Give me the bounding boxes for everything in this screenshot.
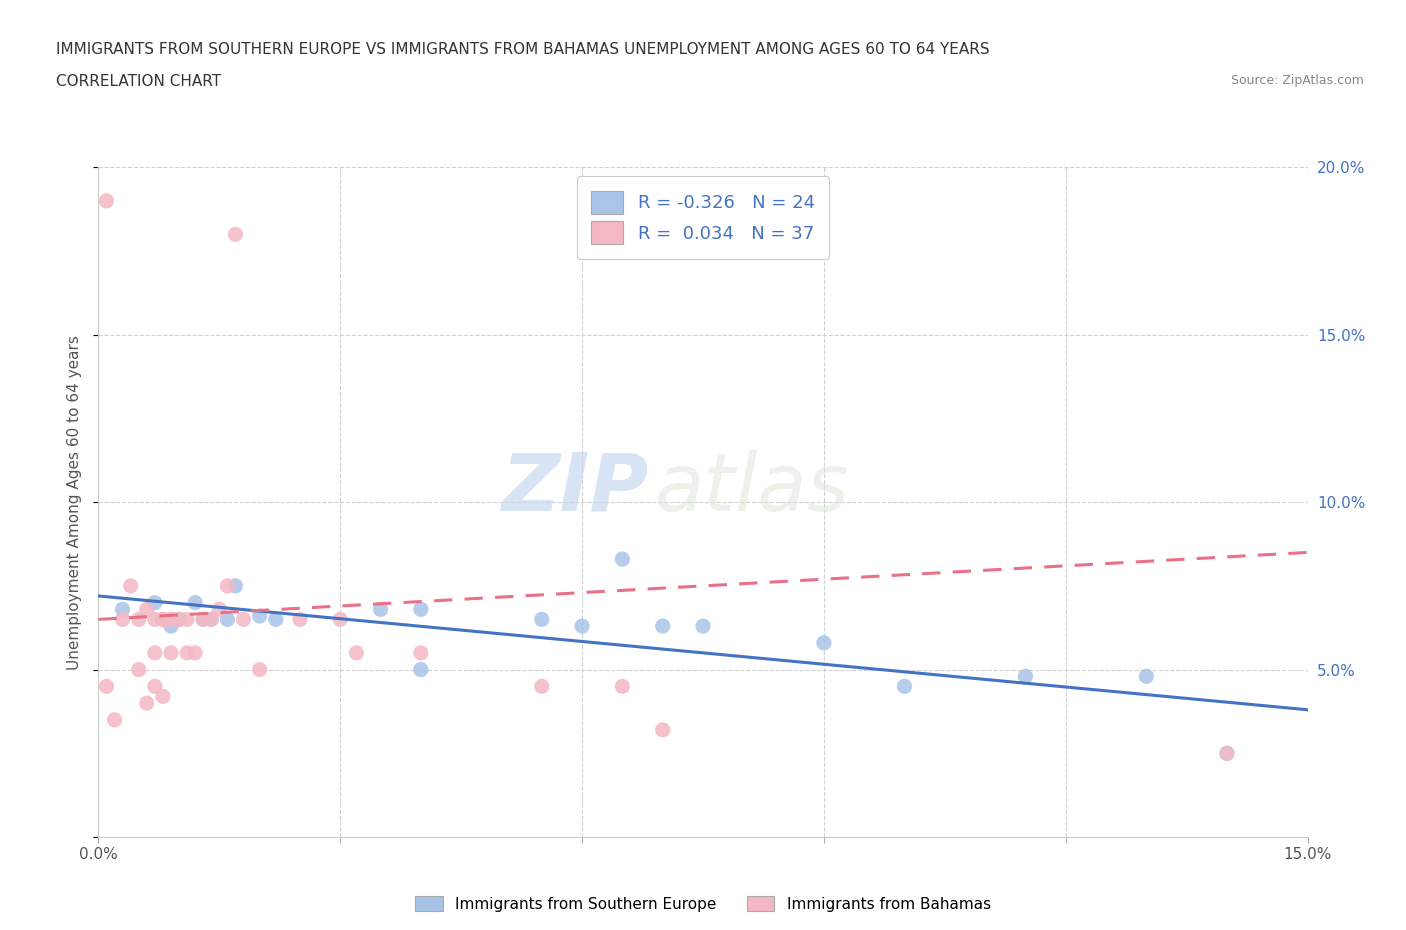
Text: Source: ZipAtlas.com: Source: ZipAtlas.com	[1230, 74, 1364, 87]
Point	[409, 662, 432, 677]
Point	[249, 662, 271, 677]
Point	[167, 612, 190, 627]
Point	[224, 227, 246, 242]
Point	[813, 635, 835, 650]
Text: CORRELATION CHART: CORRELATION CHART	[56, 74, 221, 89]
Point	[152, 689, 174, 704]
Point	[530, 612, 553, 627]
Point	[152, 612, 174, 627]
Point	[217, 578, 239, 593]
Point	[612, 679, 634, 694]
Point	[651, 618, 673, 633]
Point	[409, 645, 432, 660]
Point	[1216, 746, 1239, 761]
Y-axis label: Unemployment Among Ages 60 to 64 years: Unemployment Among Ages 60 to 64 years	[67, 335, 83, 670]
Point	[208, 602, 231, 617]
Point	[160, 612, 183, 627]
Legend: R = -0.326   N = 24, R =  0.034   N = 37: R = -0.326 N = 24, R = 0.034 N = 37	[576, 177, 830, 259]
Point	[128, 662, 150, 677]
Point	[409, 602, 432, 617]
Point	[288, 612, 311, 627]
Point	[111, 602, 134, 617]
Point	[176, 645, 198, 660]
Point	[176, 612, 198, 627]
Point	[193, 612, 215, 627]
Point	[893, 679, 915, 694]
Point	[184, 645, 207, 660]
Point	[612, 551, 634, 566]
Point	[232, 612, 254, 627]
Text: IMMIGRANTS FROM SOUTHERN EUROPE VS IMMIGRANTS FROM BAHAMAS UNEMPLOYMENT AMONG AG: IMMIGRANTS FROM SOUTHERN EUROPE VS IMMIG…	[56, 42, 990, 57]
Text: atlas: atlas	[655, 450, 849, 528]
Point	[344, 645, 367, 660]
Point	[143, 679, 166, 694]
Point	[184, 595, 207, 610]
Point	[111, 612, 134, 627]
Point	[200, 612, 222, 627]
Point	[160, 618, 183, 633]
Point	[249, 608, 271, 623]
Point	[120, 578, 142, 593]
Point	[530, 679, 553, 694]
Point	[135, 602, 157, 617]
Point	[135, 696, 157, 711]
Point	[160, 645, 183, 660]
Legend: Immigrants from Southern Europe, Immigrants from Bahamas: Immigrants from Southern Europe, Immigra…	[409, 889, 997, 918]
Point	[193, 612, 215, 627]
Point	[96, 193, 118, 208]
Point	[143, 612, 166, 627]
Point	[96, 679, 118, 694]
Point	[264, 612, 287, 627]
Point	[200, 612, 222, 627]
Point	[143, 645, 166, 660]
Point	[217, 612, 239, 627]
Text: ZIP: ZIP	[501, 450, 648, 528]
Point	[1216, 746, 1239, 761]
Point	[143, 595, 166, 610]
Point	[1014, 669, 1036, 684]
Point	[329, 612, 352, 627]
Point	[370, 602, 392, 617]
Point	[160, 612, 183, 627]
Point	[128, 612, 150, 627]
Point	[692, 618, 714, 633]
Point	[224, 578, 246, 593]
Point	[651, 723, 673, 737]
Point	[571, 618, 593, 633]
Point	[1135, 669, 1157, 684]
Point	[167, 612, 190, 627]
Point	[103, 712, 125, 727]
Point	[152, 612, 174, 627]
